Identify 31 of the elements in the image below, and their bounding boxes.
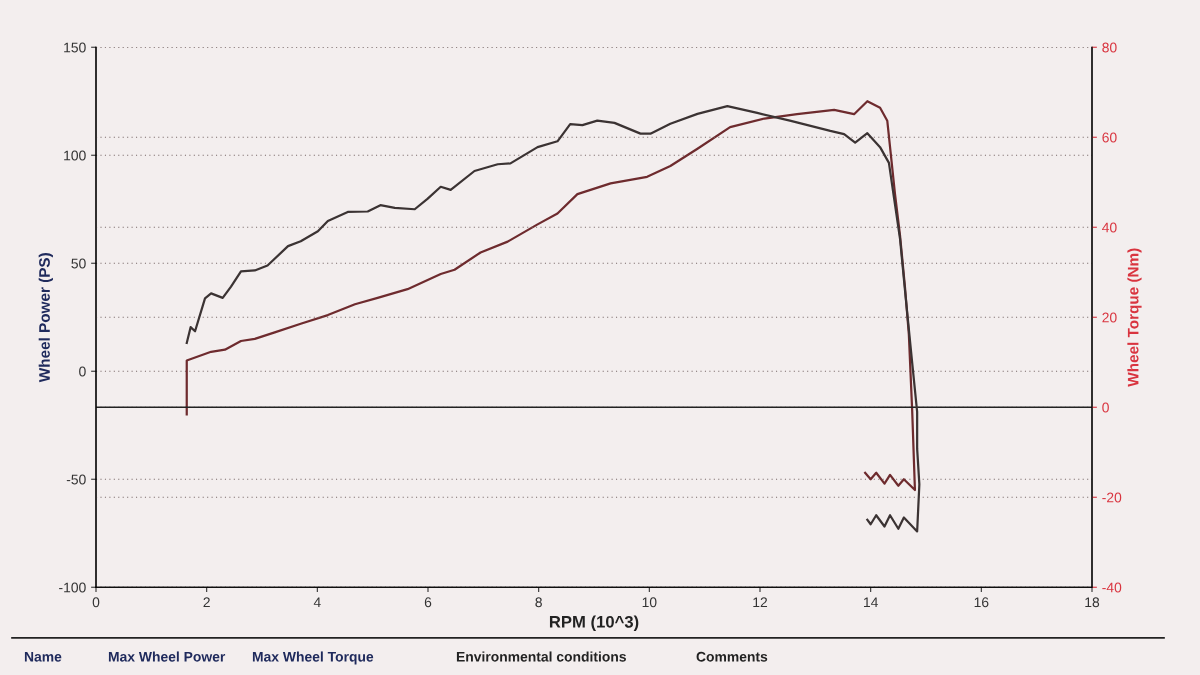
text: Max Wheel Torque: [252, 651, 374, 665]
x-tick-label: 2: [203, 597, 210, 608]
y-tick-label: 150: [64, 42, 86, 53]
y-tick-label: 0: [79, 366, 86, 377]
y2-tick-label: 20: [1102, 312, 1117, 323]
x-tick-label: 0: [92, 597, 100, 608]
x-axis-title: RPM (10^3): [549, 615, 639, 632]
x-tick-label: 10: [642, 597, 657, 608]
text: Comments: [696, 651, 768, 662]
x-tick-label: 8: [535, 597, 542, 608]
y-axis-title: Wheel Power (PS): [38, 253, 53, 383]
text: Environmental conditions: [456, 651, 626, 662]
y-tick-label: -50: [66, 474, 86, 485]
text: Name: [24, 651, 62, 662]
x-tick-label: 4: [313, 597, 321, 608]
x-tick-label: 14: [864, 597, 878, 608]
x-tick-label: 16: [974, 597, 989, 608]
x-tick-label: 12: [753, 597, 768, 608]
y-tick-label: 50: [71, 258, 86, 269]
y2-tick-label: 0: [1102, 402, 1109, 413]
y2-axis-title: Wheel Torque (Nm): [1127, 248, 1142, 387]
y2-tick-label: -20: [1102, 492, 1122, 503]
y2-tick-label: 80: [1102, 42, 1117, 53]
y-tick-label: -100: [59, 582, 86, 593]
x-tick-label: 18: [1085, 597, 1100, 608]
y-tick-label: 100: [64, 150, 86, 161]
x-tick-label: 6: [424, 597, 432, 608]
y2-tick-label: 60: [1102, 132, 1117, 143]
y2-tick-label: -40: [1102, 582, 1122, 593]
y2-tick-label: 40: [1102, 222, 1117, 233]
text: Max Wheel Power: [108, 651, 226, 662]
